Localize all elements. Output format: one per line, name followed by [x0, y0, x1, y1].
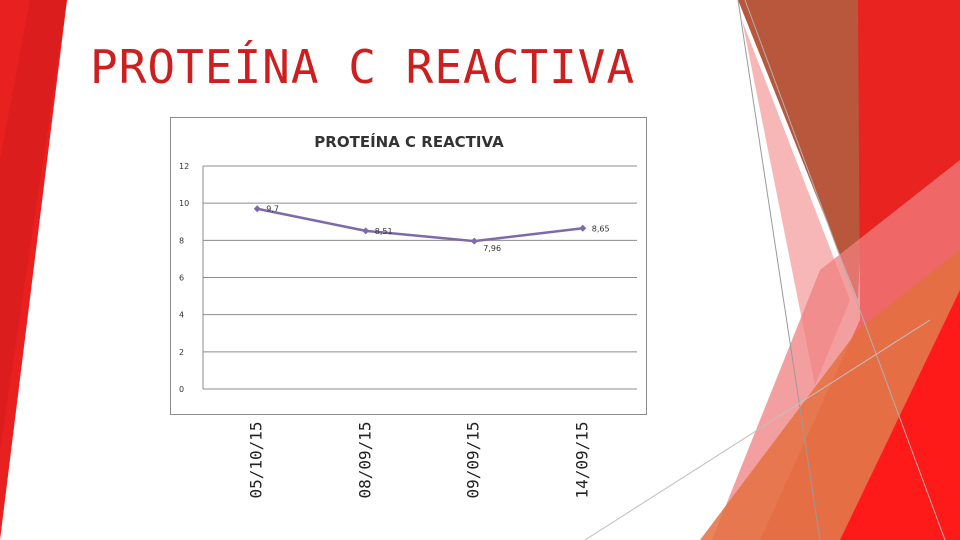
right-bright-red-triangle: [840, 290, 960, 540]
data-label: 8,51: [375, 227, 393, 236]
data-label: 7,96: [483, 244, 501, 253]
left-dark-red-sliver: [0, 0, 67, 450]
series-line: [257, 207, 583, 243]
right-brown-triangle: [738, 0, 870, 300]
line-chart: PROTEÍNA C REACTIVA 0 2 4 6 8 10 12 9,7 8,51 7,96 8…: [179, 132, 637, 394]
data-point-marker: [579, 224, 587, 232]
y-tick-label: 2: [179, 348, 184, 357]
decor-line-1: [737, 0, 821, 540]
decor-line-3: [584, 319, 931, 540]
y-tick-label: 10: [179, 199, 189, 208]
chart-title: PROTEÍNA C REACTIVA: [314, 132, 504, 151]
data-label: 9,7: [266, 205, 279, 214]
data-label: 8,65: [592, 224, 610, 233]
data-point-marker: [362, 227, 370, 235]
y-tick-label: 8: [179, 236, 184, 245]
y-tick-label: 12: [179, 162, 189, 171]
decor-line-2: [744, 0, 946, 540]
y-tick-label: 4: [179, 311, 184, 320]
slide-title: PROTEÍNA C REACTIVA: [90, 40, 636, 94]
x-tick-label: 09/09/15: [463, 421, 483, 499]
chart-container: PROTEÍNA C REACTIVA 0 2 4 6 8 10 12 9,7 8,51 7,96 8…: [170, 117, 647, 415]
x-tick-label: 14/09/15: [572, 421, 592, 499]
y-tick-label: 0: [179, 385, 184, 394]
x-tick-label: 05/10/15: [246, 421, 266, 499]
y-tick-label: 6: [179, 274, 184, 283]
data-point-marker: [253, 205, 261, 213]
x-tick-label: 08/09/15: [355, 421, 375, 499]
data-point-marker: [470, 237, 478, 245]
